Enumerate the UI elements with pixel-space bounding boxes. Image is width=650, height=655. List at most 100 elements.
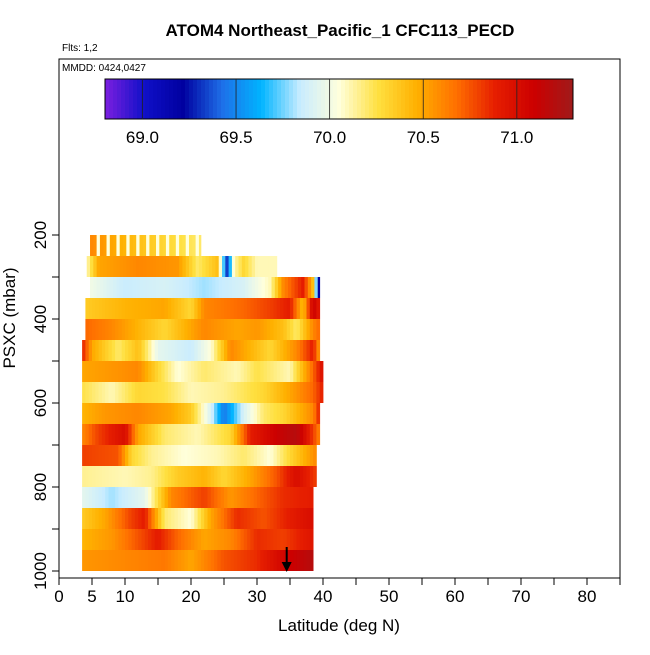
heatmap-cell	[233, 424, 238, 445]
heatmap-band-13	[82, 508, 314, 529]
colorbar-swatch	[145, 79, 150, 119]
heatmap-cell	[111, 466, 116, 487]
x-tick-label: 30	[248, 587, 267, 606]
heatmap-cell	[158, 529, 162, 550]
heatmap-cell	[204, 508, 208, 529]
heatmap-cell	[266, 508, 271, 529]
heatmap-cell	[154, 361, 159, 382]
colorbar-swatch	[285, 79, 290, 119]
heatmap-cell	[214, 319, 218, 340]
heatmap-cell	[111, 361, 116, 382]
heatmap-cell	[299, 340, 304, 361]
heatmap-cell	[270, 319, 274, 340]
heatmap-cell	[240, 529, 245, 550]
heatmap-cell	[174, 529, 179, 550]
heatmap-cell	[154, 298, 159, 319]
heatmap-cell	[125, 445, 129, 466]
heatmap-cell	[144, 340, 149, 361]
heatmap-cell	[111, 382, 116, 403]
x-tick-label: 20	[182, 587, 201, 606]
heatmap-cell	[92, 508, 96, 529]
heatmap-cell	[200, 298, 205, 319]
heatmap-cell	[235, 256, 239, 277]
colorbar-swatch	[313, 79, 318, 119]
heatmap-cell	[105, 403, 109, 424]
heatmap-cell	[224, 403, 228, 424]
heatmap-cell	[184, 508, 189, 529]
heatmap-cell	[161, 550, 165, 571]
heatmap-cell	[108, 508, 113, 529]
heatmap-cell	[224, 298, 228, 319]
heatmap-cell	[283, 382, 288, 403]
colorbar-swatch	[365, 79, 370, 119]
heatmap-cell	[230, 529, 235, 550]
heatmap-cell	[276, 529, 281, 550]
heatmap-cell	[144, 319, 149, 340]
heatmap-cell	[181, 466, 185, 487]
heatmap-cell	[210, 529, 215, 550]
heatmap-cell	[257, 403, 261, 424]
heatmap-cell	[270, 298, 274, 319]
heatmap-cell	[101, 382, 106, 403]
heatmap-cell	[306, 403, 311, 424]
heatmap-cell	[88, 550, 93, 571]
colorbar-swatch	[117, 79, 122, 119]
heatmap-cell	[230, 445, 235, 466]
heatmap-cell	[253, 550, 258, 571]
heatmap-cell	[98, 487, 103, 508]
heatmap-cell	[187, 508, 192, 529]
heatmap-cell	[128, 340, 132, 361]
heatmap-cell	[138, 298, 142, 319]
x-tick-label: 40	[314, 587, 333, 606]
colorbar-swatch	[201, 79, 206, 119]
heatmap-cell	[101, 445, 106, 466]
heatmap-cell	[309, 529, 314, 550]
heatmap-cell	[197, 466, 202, 487]
heatmap-cell	[191, 382, 195, 403]
heatmap-cell	[263, 319, 268, 340]
heatmap-cell	[141, 319, 146, 340]
heatmap-cell	[85, 487, 90, 508]
colorbar-swatch	[129, 79, 134, 119]
heatmap-cell	[115, 403, 119, 424]
heatmap-cell	[284, 277, 289, 298]
heatmap-cell	[200, 319, 205, 340]
heatmap-cell	[313, 340, 317, 361]
heatmap-cell	[125, 319, 129, 340]
heatmap-cell	[172, 235, 177, 256]
heatmap-cell	[121, 361, 126, 382]
x-tick-label: 0	[54, 587, 63, 606]
heatmap-cell	[158, 445, 162, 466]
heatmap-cell	[111, 424, 116, 445]
heatmap-cell	[290, 382, 294, 403]
heatmap-cell	[286, 508, 291, 529]
heatmap-cell	[316, 424, 321, 445]
heatmap-cell	[148, 382, 152, 403]
heatmap-cell	[101, 403, 106, 424]
heatmap-cell	[237, 466, 241, 487]
heatmap-cell	[230, 340, 235, 361]
colorbar-swatch	[373, 79, 378, 119]
colorbar-swatch	[541, 79, 546, 119]
heatmap-cell	[132, 277, 137, 298]
heatmap-cell	[319, 382, 324, 403]
heatmap-cell	[85, 550, 90, 571]
colorbar-tick-label: 69.0	[126, 128, 159, 147]
heatmap-cell	[129, 235, 134, 256]
colorbar-swatch	[461, 79, 466, 119]
heatmap-cell	[296, 445, 301, 466]
heatmap-cell	[95, 445, 99, 466]
heatmap-cell	[257, 298, 261, 319]
heatmap-cell	[105, 508, 109, 529]
heatmap-cell	[299, 424, 304, 445]
heatmap-cell	[131, 319, 136, 340]
heatmap-cell	[175, 277, 180, 298]
colorbar-tick-label: 69.5	[219, 128, 252, 147]
heatmap-cell	[164, 508, 169, 529]
heatmap-cell	[126, 277, 131, 298]
heatmap-cell	[220, 361, 225, 382]
heatmap-cell	[210, 445, 215, 466]
heatmap-band-15	[82, 550, 314, 571]
heatmap-cell	[82, 382, 86, 403]
heatmap-cell	[253, 340, 258, 361]
